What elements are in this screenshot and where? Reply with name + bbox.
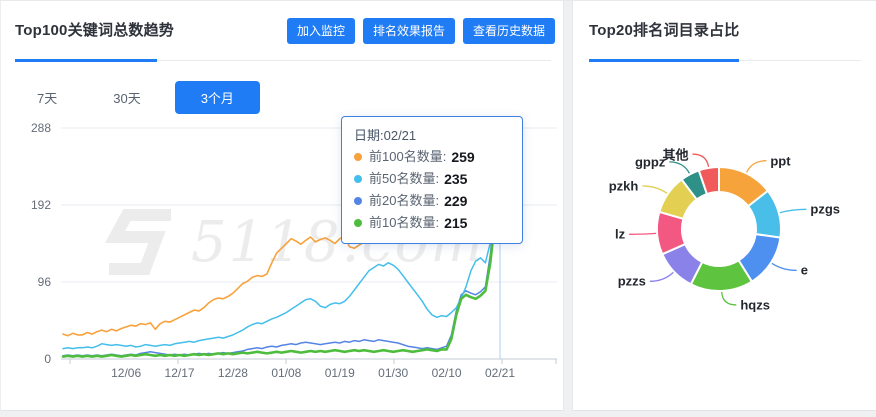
tooltip-value: 259 [451, 149, 475, 165]
series-line-前10名数量 [61, 185, 502, 358]
top20-dot-icon [354, 197, 362, 205]
donut-leader-line [779, 208, 807, 214]
donut-label-lz: lz [615, 226, 626, 242]
x-axis-label: 12/28 [218, 366, 248, 380]
view-history-button[interactable]: 查看历史数据 [462, 18, 555, 44]
donut-leader-line [669, 161, 690, 174]
title-accent-bar [15, 59, 157, 62]
donut-slice-其他[interactable] [697, 166, 720, 196]
donut-leader-line [649, 271, 674, 282]
donut-label-hqzs: hqzs [740, 297, 770, 313]
add-monitor-button[interactable]: 加入监控 [286, 18, 355, 44]
tab-30-days[interactable]: 30天 [113, 91, 141, 106]
ranking-report-button[interactable]: 排名效果报告 [362, 18, 455, 44]
title-divider [15, 60, 551, 61]
top100-dot-icon [354, 153, 362, 161]
donut-panel-title: Top20排名词目录占比 [589, 22, 740, 39]
y-axis-label: 288 [31, 121, 51, 135]
donut-label-gppz: gppz [634, 154, 666, 170]
donut-leader-line [642, 185, 668, 194]
tooltip-label: 前10名数量: [369, 215, 440, 230]
category-donut-chart[interactable] [573, 1, 876, 411]
trend-line-chart[interactable]: 288 192 96 0 12/06 12/17 12/28 01/08 01/19 01/30 0… [1, 1, 565, 411]
top50-dot-icon [354, 175, 362, 183]
donut-label-ppt: ppt [770, 153, 791, 169]
trend-panel-title: Top100关键词总数趋势 [15, 22, 175, 39]
tab-7-days[interactable]: 7天 [37, 91, 58, 106]
donut-label-pzzs: pzzs [617, 273, 646, 289]
donut-leader-line [746, 160, 767, 173]
donut-panel: Top20排名词目录占比 ppt pzgs e hqzs pzzs lz pzkh gppz 其… [572, 1, 876, 411]
tooltip-row-top100: 前100名数量: 259 [354, 146, 510, 168]
x-axis-label: 02/10 [432, 366, 462, 380]
donut-leader-line [692, 153, 710, 167]
x-axis-label: 01/30 [378, 366, 408, 380]
tooltip-row-top50: 前50名数量: 235 [354, 168, 510, 190]
x-axis-label: 12/06 [111, 366, 141, 380]
x-axis-label: 02/21 [485, 366, 515, 380]
y-axis-label: 96 [38, 275, 52, 289]
x-axis-label: 01/19 [325, 366, 355, 380]
y-axis-label: 0 [44, 352, 51, 366]
chart-tooltip: 日期:02/21 前100名数量: 259 前50名数量: 235 前20名数量… [341, 116, 523, 244]
x-axis-label: 01/08 [271, 366, 301, 380]
tooltip-value: 229 [444, 193, 468, 209]
series-line-前50名数量 [62, 169, 501, 350]
tab-3-months[interactable]: 3个月 [174, 81, 260, 114]
donut-leader-line [771, 262, 797, 272]
top10-dot-icon [354, 219, 362, 227]
trend-toolbar: 加入监控 排名效果报告 查看历史数据 [286, 18, 555, 44]
tooltip-label: 前20名数量: [369, 193, 440, 208]
trend-panel: Top100关键词总数趋势 加入监控 排名效果报告 查看历史数据 7天 30天 … [0, 1, 564, 411]
tooltip-row-top10: 前10名数量: 215 [354, 212, 510, 234]
tooltip-row-top20: 前20名数量: 229 [354, 190, 510, 212]
donut-leader-line [629, 232, 657, 235]
range-tabs: 7天 30天 3个月 [15, 81, 260, 114]
tooltip-date: 日期:02/21 [354, 128, 417, 143]
tooltip-value: 215 [444, 215, 468, 231]
tooltip-value: 235 [444, 171, 468, 187]
donut-label-pzkh: pzkh [608, 178, 639, 194]
x-axis-label: 12/17 [165, 366, 195, 380]
title-accent-bar [589, 59, 739, 62]
y-axis-label: 192 [31, 198, 51, 212]
donut-label-其他: 其他 [662, 147, 689, 163]
tooltip-label: 前100名数量: [369, 149, 447, 164]
donut-leader-line [721, 291, 737, 306]
donut-label-e: e [800, 262, 808, 278]
donut-label-pzgs: pzgs [810, 201, 841, 217]
tooltip-label: 前50名数量: [369, 171, 440, 186]
